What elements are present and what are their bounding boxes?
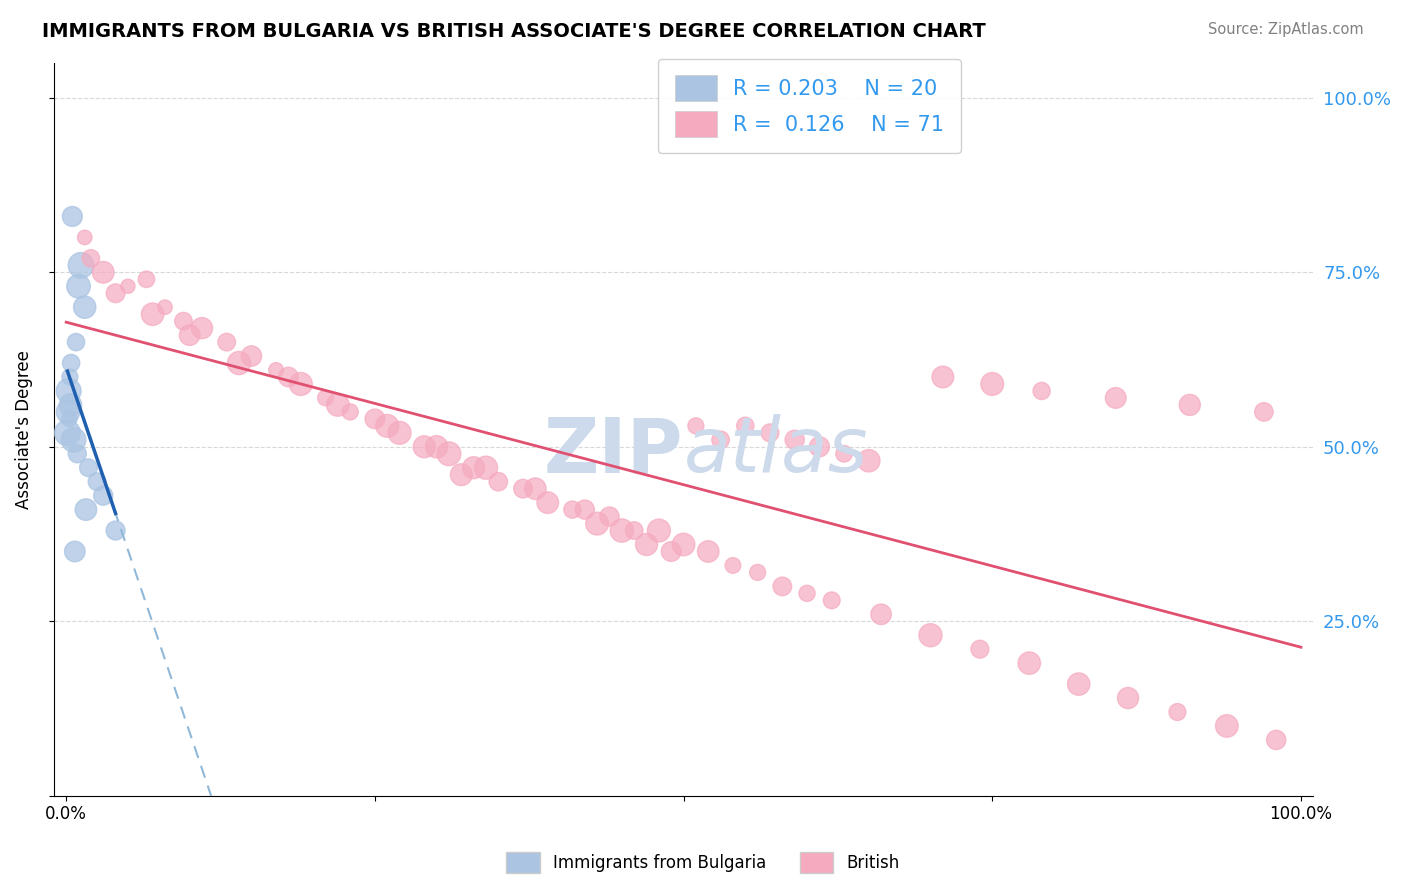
Legend: Immigrants from Bulgaria, British: Immigrants from Bulgaria, British <box>499 846 907 880</box>
Point <box>375 418 398 433</box>
Point <box>153 300 176 314</box>
Point <box>426 440 449 454</box>
Point <box>1105 391 1128 405</box>
Point <box>1253 405 1275 419</box>
Point <box>1018 656 1040 670</box>
Point <box>486 475 509 489</box>
Point <box>463 460 485 475</box>
Point <box>524 482 547 496</box>
Point <box>77 460 100 475</box>
Text: Source: ZipAtlas.com: Source: ZipAtlas.com <box>1208 22 1364 37</box>
Point <box>710 433 733 447</box>
Point <box>135 272 157 286</box>
Point <box>59 370 82 384</box>
Point <box>623 524 645 538</box>
Point <box>86 475 108 489</box>
Point <box>537 495 560 509</box>
Point <box>512 482 534 496</box>
Point <box>73 230 96 244</box>
Point <box>75 502 97 516</box>
Point <box>808 440 831 454</box>
Point <box>832 447 855 461</box>
Point <box>1178 398 1201 412</box>
Y-axis label: Associate's Degree: Associate's Degree <box>15 350 32 508</box>
Point <box>870 607 893 622</box>
Point <box>191 321 214 335</box>
Point <box>981 376 1004 391</box>
Point <box>56 425 79 440</box>
Point <box>969 642 991 657</box>
Point <box>721 558 744 573</box>
Point <box>142 307 165 321</box>
Point <box>364 412 387 426</box>
Point <box>598 509 620 524</box>
Point <box>697 544 720 558</box>
Point <box>796 586 818 600</box>
Point <box>104 524 127 538</box>
Point <box>475 460 498 475</box>
Point <box>339 405 361 419</box>
Point <box>264 363 287 377</box>
Point <box>91 265 114 279</box>
Point <box>734 418 756 433</box>
Point <box>117 279 139 293</box>
Point <box>277 370 299 384</box>
Point <box>747 566 769 580</box>
Point <box>610 524 633 538</box>
Point <box>920 628 942 642</box>
Point <box>104 286 127 301</box>
Point <box>80 252 103 266</box>
Point <box>574 502 596 516</box>
Point <box>413 440 436 454</box>
Point <box>858 454 880 468</box>
Point <box>561 502 583 516</box>
Point <box>1216 719 1239 733</box>
Point <box>672 537 695 551</box>
Point <box>62 433 84 447</box>
Point <box>1265 733 1288 747</box>
Point <box>1067 677 1090 691</box>
Point <box>66 447 89 461</box>
Point <box>314 391 336 405</box>
Point <box>388 425 411 440</box>
Legend: R = 0.203    N = 20, R =  0.126    N = 71: R = 0.203 N = 20, R = 0.126 N = 71 <box>658 59 960 153</box>
Point <box>636 537 658 551</box>
Point <box>63 544 86 558</box>
Point <box>759 425 782 440</box>
Point <box>60 356 83 370</box>
Point <box>770 579 793 593</box>
Text: atlas: atlas <box>683 414 868 488</box>
Point <box>58 412 80 426</box>
Text: ZIP: ZIP <box>544 414 683 488</box>
Point <box>648 524 671 538</box>
Point <box>70 258 93 272</box>
Point <box>73 300 96 314</box>
Point <box>172 314 194 328</box>
Point <box>685 418 707 433</box>
Point <box>326 398 349 412</box>
Point <box>215 335 238 350</box>
Point <box>437 447 460 461</box>
Point <box>240 349 263 363</box>
Point <box>290 376 312 391</box>
Point <box>932 370 955 384</box>
Point <box>58 384 80 398</box>
Point <box>1116 691 1139 706</box>
Text: IMMIGRANTS FROM BULGARIA VS BRITISH ASSOCIATE'S DEGREE CORRELATION CHART: IMMIGRANTS FROM BULGARIA VS BRITISH ASSO… <box>42 22 986 41</box>
Point <box>1031 384 1053 398</box>
Point <box>228 356 250 370</box>
Point <box>65 335 87 350</box>
Point <box>67 279 90 293</box>
Point <box>59 398 82 412</box>
Point <box>450 467 472 482</box>
Point <box>586 516 609 531</box>
Point <box>783 433 806 447</box>
Point <box>821 593 844 607</box>
Point <box>1166 705 1188 719</box>
Point <box>91 489 114 503</box>
Point <box>659 544 682 558</box>
Point <box>179 328 201 343</box>
Point <box>60 210 83 224</box>
Point <box>56 405 79 419</box>
